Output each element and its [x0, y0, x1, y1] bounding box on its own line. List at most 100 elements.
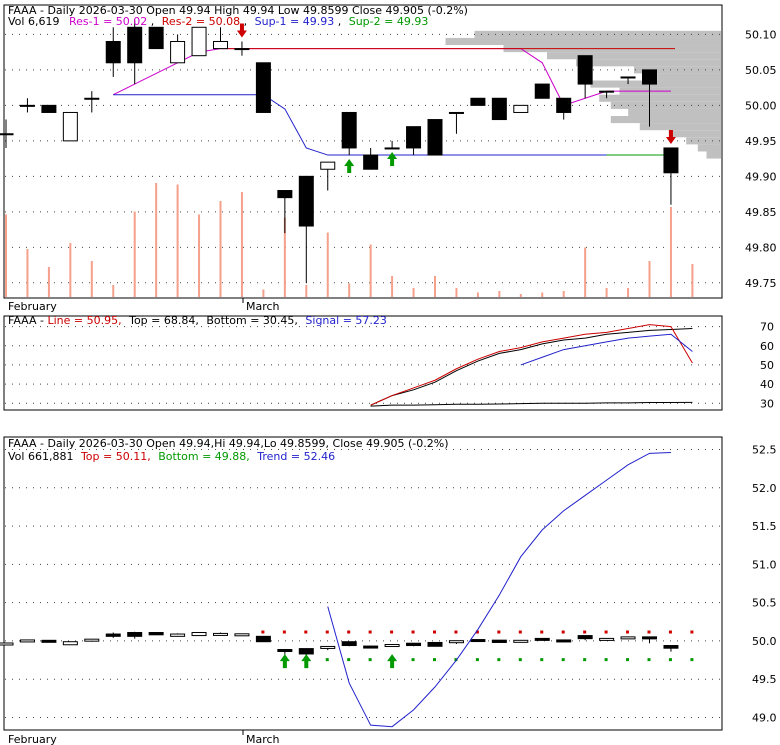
p2-y-tick-4: 30	[760, 397, 774, 410]
volume-profile-bar-6	[657, 73, 721, 81]
volume-bar-1	[26, 249, 29, 297]
candle-body-17	[363, 154, 379, 170]
candle-body-26	[556, 97, 572, 113]
p3-candle-14	[298, 648, 314, 655]
p3-candle-24	[513, 639, 529, 643]
p3-candle-3	[62, 641, 78, 646]
p3-candle-6	[127, 632, 143, 637]
p3-candle-17	[363, 645, 379, 649]
panel2-y-axis: 70 60 50 40 30	[760, 321, 774, 411]
p1-y-tick-4: 49.90	[745, 170, 777, 183]
bottom-dot-30	[647, 658, 651, 662]
volume-bar-11	[240, 192, 243, 297]
bottom-dot-22	[475, 658, 479, 662]
volume-bar-26	[562, 291, 565, 297]
panel1-sup2-label: Sup-2 = 49.93	[349, 15, 429, 28]
candle-body-31	[663, 147, 679, 174]
candle-body-24	[513, 104, 529, 113]
candle-body-8	[170, 40, 186, 64]
volume-bars	[5, 183, 694, 297]
p3-candle-2	[41, 639, 57, 643]
bottom-dot-23	[497, 658, 501, 662]
panel1-vol-label: Vol 6,619	[8, 15, 59, 28]
osc-line-top	[370, 324, 693, 406]
bottom-dot-15	[325, 658, 329, 662]
volume-bar-5	[112, 285, 115, 297]
volume-bar-29	[627, 288, 630, 297]
candle-body-1	[19, 104, 35, 107]
p3-y-tick-2: 51.5	[752, 520, 777, 533]
candle-body-2	[41, 104, 57, 113]
p3-y-tick-5: 50.0	[752, 635, 777, 648]
p3-candle-5	[105, 633, 121, 637]
volume-bar-22	[476, 292, 479, 297]
p3-y-tick-3: 51.0	[752, 558, 777, 571]
bottom-dot-29	[626, 658, 630, 662]
top-dot-29	[626, 630, 630, 634]
p2-y-tick-2: 50	[760, 359, 774, 372]
top-dot-13	[282, 630, 286, 634]
p3-candle-31	[663, 645, 679, 649]
panel1-sup1-comma: ,	[338, 15, 342, 28]
p3-y-tick-4: 50.5	[752, 597, 777, 610]
candle-body-3	[62, 111, 78, 142]
month-label-feb: February	[8, 300, 57, 313]
volume-profile-bar-10	[610, 101, 721, 109]
p3-candle-8	[170, 633, 186, 637]
volume-profile-bar-11	[628, 108, 721, 117]
candle-body-4	[84, 97, 100, 100]
panel3-signal-arrows	[279, 654, 398, 669]
bottom-dot-32	[690, 658, 694, 662]
candle-body-15	[320, 161, 336, 170]
bottom-dot-19	[411, 658, 415, 662]
volume-bar-2	[47, 267, 50, 297]
p3-candle-27	[577, 635, 593, 640]
volume-bar-10	[219, 201, 222, 297]
candle-body-29	[620, 76, 636, 79]
oscillator-lines	[370, 324, 693, 407]
volume-bar-0	[5, 214, 7, 297]
candle-body-20	[427, 119, 443, 156]
volume-profile	[445, 30, 721, 159]
bottom-dot-26	[561, 658, 565, 662]
candle-body-14	[298, 175, 314, 227]
panel3-top-label: Top = 50.11,	[80, 450, 151, 463]
price-candles	[0, 20, 679, 283]
p3-candle-20	[427, 641, 443, 647]
panel2-grid	[5, 326, 721, 404]
bottom-dot-20	[433, 658, 436, 662]
volume-bar-17	[369, 244, 372, 297]
panel1-res1-comma: ,	[151, 15, 155, 28]
top-dot-30	[647, 630, 651, 634]
p3-candle-19	[406, 642, 422, 647]
panel3-vol-label: Vol 661,881	[8, 450, 73, 463]
bottom-dot-27	[583, 658, 587, 662]
volume-bar-27	[584, 247, 587, 297]
volume-bar-9	[198, 214, 201, 297]
p3-candle-21	[448, 640, 464, 644]
panel3-bottom-label: Bottom = 49.88,	[158, 450, 250, 463]
candle-body-18	[384, 147, 400, 150]
volume-profile-bar-4	[576, 59, 721, 67]
volume-bar-23	[498, 291, 501, 297]
volume-bar-28	[605, 288, 608, 297]
trend-line-path	[327, 452, 671, 728]
panel1-sup1-label: Sup-1 = 49.93	[255, 15, 335, 28]
p3-candle-30	[642, 636, 657, 640]
p3-signal-arrow-2	[387, 654, 398, 669]
signal-arrow-up-2	[387, 151, 398, 166]
panel1-title: FAAA - Daily 2026-03-30 Open 49.94 High …	[8, 4, 468, 17]
p3-candle-10	[213, 632, 228, 636]
p3-candle-22	[470, 639, 486, 643]
month-label-feb-bottom: February	[8, 733, 57, 745]
bottom-dot-17	[368, 658, 372, 662]
top-dot-18	[390, 630, 394, 634]
p3-candle-23	[491, 639, 507, 643]
panel3-title: FAAA - Daily 2026-03-30 Open 49.94,Hi 49…	[8, 437, 448, 450]
candle-body-23	[491, 97, 507, 121]
panel2-prefix: FAAA -	[8, 314, 47, 327]
bottom-dot-31	[668, 658, 672, 662]
volume-bar-8	[176, 184, 179, 297]
p1-y-tick-1: 50.05	[745, 64, 777, 77]
panel3-grid	[5, 448, 721, 719]
